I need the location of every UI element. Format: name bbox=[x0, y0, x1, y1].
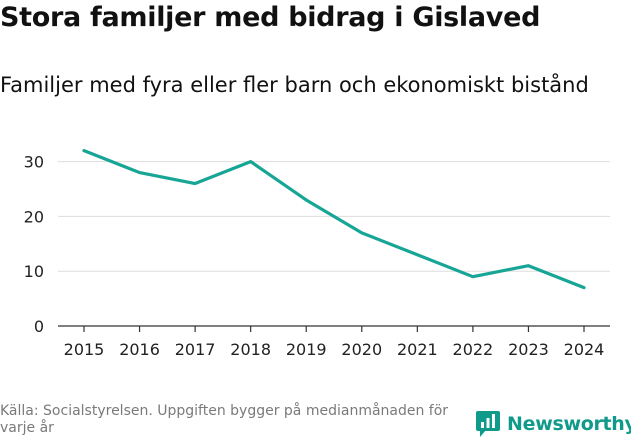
brand-name: Newsworthy bbox=[507, 413, 631, 435]
brand-logo: Newsworthy bbox=[475, 409, 631, 439]
x-tick-label: 2021 bbox=[397, 340, 438, 359]
y-tick-label: 0 bbox=[34, 317, 44, 336]
x-tick-label: 2017 bbox=[175, 340, 216, 359]
chart-title: Stora familjer med bidrag i Gislaved bbox=[0, 2, 541, 33]
y-tick-label: 30 bbox=[24, 153, 44, 172]
x-tick-label: 2019 bbox=[286, 340, 327, 359]
source-note: Källa: Socialstyrelsen. Uppgiften bygger… bbox=[0, 403, 449, 436]
x-tick-label: 2015 bbox=[64, 340, 105, 359]
x-tick-label: 2022 bbox=[453, 340, 494, 359]
y-tick-label: 10 bbox=[24, 262, 44, 281]
x-tick-label: 2023 bbox=[508, 340, 549, 359]
chart-subtitle: Familjer med fyra eller fler barn och ek… bbox=[0, 73, 589, 97]
y-tick-label: 20 bbox=[24, 207, 44, 226]
x-tick-label: 2016 bbox=[119, 340, 160, 359]
series-line-0 bbox=[82, 149, 586, 290]
x-tick-label: 2024 bbox=[564, 340, 605, 359]
x-tick-label: 2018 bbox=[230, 340, 271, 359]
x-tick-label: 2020 bbox=[341, 340, 382, 359]
newsworthy-logo-icon bbox=[476, 411, 500, 437]
